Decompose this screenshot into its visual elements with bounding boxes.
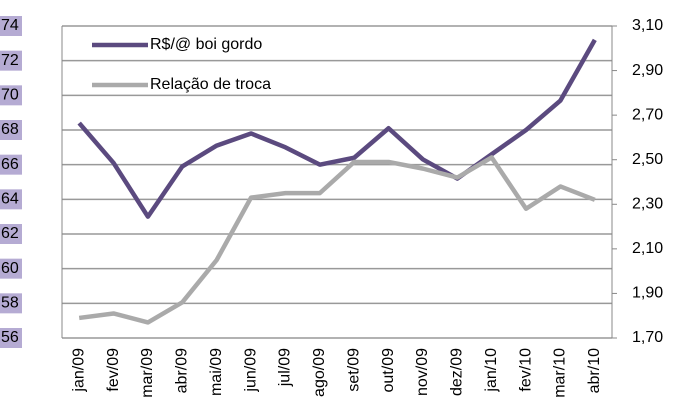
y-tick-label-bg	[0, 120, 22, 140]
y2-tick-label: 2,70	[632, 106, 663, 123]
y2-tick-label: 3,10	[632, 17, 663, 34]
y-tick-label-bg	[0, 258, 22, 279]
x-tick-label: set/09	[345, 348, 362, 392]
y-tick-label-bg	[0, 224, 22, 244]
y2-tick-label: 1,90	[632, 285, 663, 302]
y-tick-label-bg	[0, 50, 22, 71]
y-tick-label-bg	[0, 189, 22, 210]
y-tick-label: 56	[1, 329, 19, 346]
x-tick-label: nov/09	[414, 348, 431, 396]
x-tick-label: abr/10	[586, 348, 603, 393]
x-tick-label: abr/09	[174, 348, 191, 393]
y-tick-label-bg	[0, 85, 22, 106]
y-tick-label-bg	[0, 154, 22, 175]
y-tick-label-bg	[0, 293, 22, 314]
x-tick-label: jun/09	[242, 348, 259, 393]
line-series	[78, 155, 596, 325]
x-tick-label: mar/09	[139, 348, 156, 398]
y-tick-label: 70	[1, 87, 19, 104]
x-tick-label: jan/10	[483, 348, 500, 393]
y-tick-label-bg	[0, 16, 22, 36]
y-tick-label: 62	[1, 225, 19, 242]
y-tick-label: 74	[1, 17, 19, 34]
x-tick-label: ago/09	[311, 348, 328, 397]
line-series	[77, 38, 597, 219]
y2-tick-label: 2,50	[632, 151, 663, 168]
x-tick-label: mar/10	[552, 348, 569, 398]
y-tick-label: 68	[1, 121, 19, 138]
y2-tick-label: 2,90	[632, 62, 663, 79]
x-tick-label: out/09	[380, 348, 397, 393]
y-tick-label: 58	[1, 295, 19, 312]
x-tick-label: mai/09	[208, 348, 225, 396]
x-tick-label: jan/09	[70, 348, 87, 393]
y-tick-label-bg	[0, 328, 22, 348]
y2-tick-label: 2,30	[632, 196, 663, 213]
x-tick-label: jul/09	[277, 348, 294, 387]
legend-label: Relação de troca	[150, 76, 271, 93]
y2-tick-label: 2,10	[632, 240, 663, 257]
legend-label: R$/@ boi gordo	[150, 36, 262, 53]
x-tick-label: fev/10	[517, 348, 534, 392]
y2-tick-label: 1,70	[632, 329, 663, 346]
x-tick-label: dez/09	[449, 348, 466, 396]
x-tick-label: fev/09	[105, 348, 122, 392]
y-tick-label: 64	[1, 191, 19, 208]
y-tick-label: 66	[1, 156, 19, 173]
y-tick-label: 72	[1, 52, 19, 69]
y-tick-label: 60	[1, 260, 19, 277]
